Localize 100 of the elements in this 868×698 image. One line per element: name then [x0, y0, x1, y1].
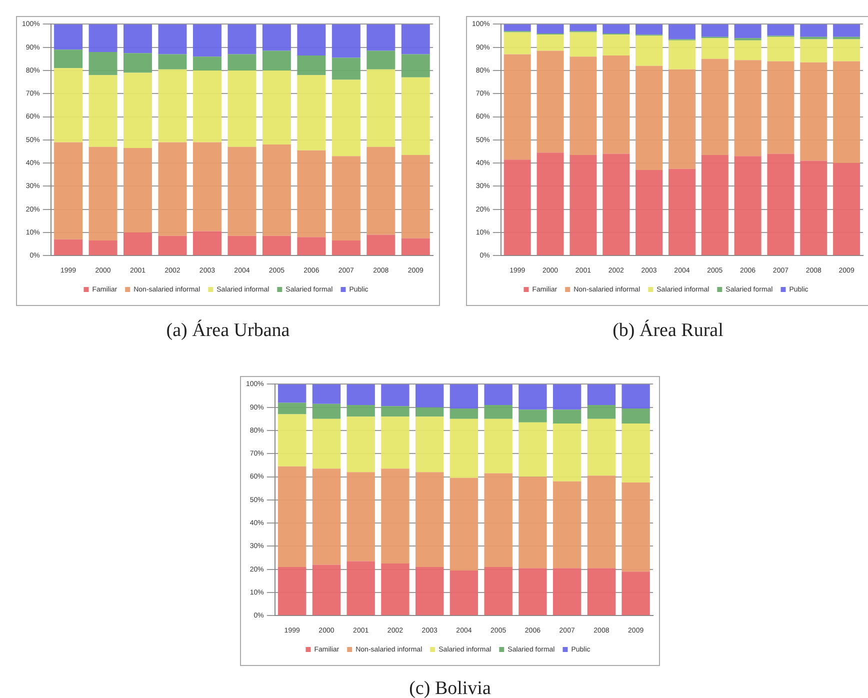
bar: [415, 472, 444, 568]
bar: [401, 77, 430, 155]
bar: [552, 568, 582, 616]
bar: [504, 160, 531, 256]
bar: [88, 75, 118, 147]
bar: [570, 32, 597, 57]
bar: [346, 472, 375, 562]
bar: [518, 568, 547, 616]
bar: [88, 240, 118, 256]
bar: [312, 564, 341, 616]
bar: [262, 70, 291, 145]
bar: [278, 466, 306, 568]
bar: [636, 170, 663, 256]
bar: [587, 476, 616, 568]
bar: [484, 418, 512, 474]
text: (a) Área Urbana: [165, 320, 291, 342]
bar: [587, 405, 616, 419]
bar: [622, 572, 650, 616]
bar: [636, 36, 663, 66]
bar: [701, 24, 728, 37]
bar: [312, 404, 341, 419]
bar: [636, 24, 663, 35]
bar: [158, 24, 187, 54]
bar: [332, 80, 360, 156]
bar: [297, 237, 326, 256]
bar: [366, 24, 396, 51]
bar: [158, 142, 187, 236]
bar: [366, 69, 396, 147]
bar: [158, 54, 187, 70]
bar: [800, 39, 828, 62]
bar: [767, 61, 794, 154]
text: (b) Área Rural: [612, 320, 724, 342]
bar: [622, 384, 650, 408]
bar: [262, 144, 291, 236]
bar: [366, 146, 396, 235]
bar: [415, 384, 444, 408]
bar: [622, 424, 650, 483]
bar: [734, 60, 762, 156]
bar: [346, 416, 375, 472]
bar: [587, 384, 616, 406]
bar: [536, 50, 564, 153]
bar: [124, 53, 152, 73]
bar: [54, 142, 83, 240]
bar: [312, 418, 341, 469]
bar: [636, 66, 663, 170]
bar: [701, 154, 728, 256]
bar: [536, 152, 564, 256]
bar: [668, 69, 696, 169]
bar: [192, 56, 222, 70]
bar: [570, 154, 597, 256]
bar: [332, 156, 360, 241]
bar: [668, 24, 696, 40]
bar: [228, 24, 256, 54]
bar: [124, 232, 152, 256]
bar: [602, 154, 630, 256]
bar: [192, 24, 222, 57]
bar: [312, 384, 341, 404]
bar: [552, 481, 582, 568]
bar: [734, 156, 762, 256]
bar: [381, 384, 410, 406]
bar: [192, 231, 222, 256]
bar: [668, 168, 696, 256]
bar: [401, 54, 430, 78]
bar: [192, 142, 222, 232]
bar: [401, 154, 430, 238]
bar: [54, 239, 83, 256]
bar: [734, 24, 762, 38]
bar: [833, 24, 860, 37]
bar: [450, 408, 478, 419]
bar: [536, 24, 564, 34]
bar: [504, 54, 531, 160]
bar: [833, 163, 860, 256]
bar: [278, 384, 306, 403]
bar: [587, 418, 616, 476]
bar: [833, 61, 860, 164]
bar: [228, 70, 256, 147]
bar: [518, 476, 547, 568]
bar: [767, 154, 794, 256]
bar: [587, 568, 616, 616]
bar: [552, 384, 582, 410]
bar: [415, 407, 444, 417]
bar: [484, 405, 512, 419]
bar: [504, 24, 531, 32]
bar: [158, 69, 187, 142]
bar: [54, 50, 83, 68]
bar: [701, 38, 728, 59]
bar: [450, 384, 478, 408]
bar: [332, 240, 360, 256]
bar: [800, 62, 828, 161]
bar: [570, 56, 597, 155]
bar: [484, 567, 512, 616]
bar: [800, 24, 828, 37]
bar: [297, 75, 326, 150]
bar: [552, 410, 582, 424]
bar: [701, 58, 728, 155]
bar: [278, 402, 306, 414]
bar: [332, 58, 360, 80]
bar: [54, 68, 83, 142]
bar: [228, 146, 256, 236]
bar: [401, 24, 430, 54]
